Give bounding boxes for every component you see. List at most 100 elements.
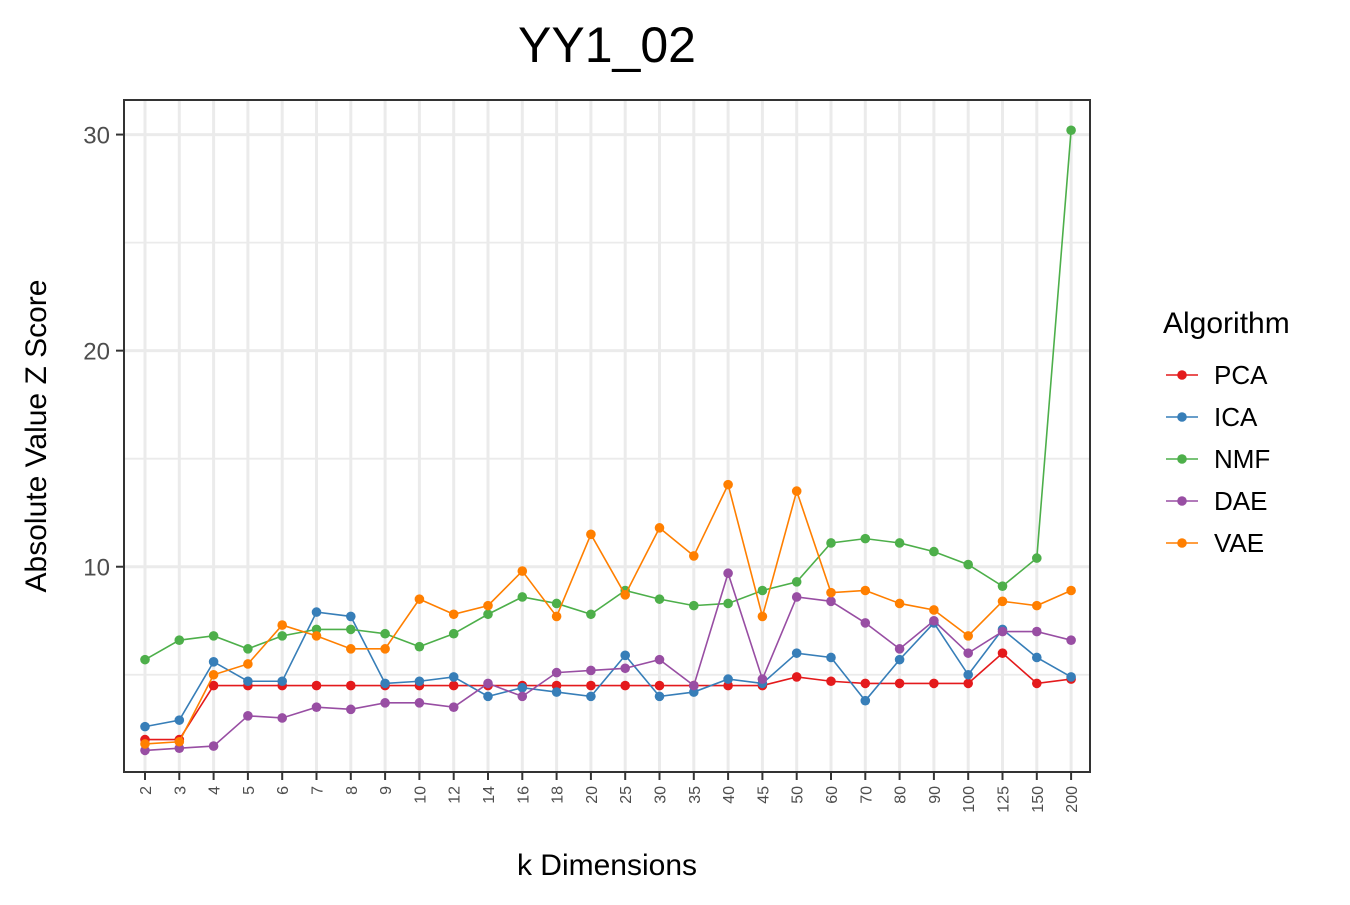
data-point-dae — [620, 663, 630, 674]
data-point-dae — [448, 702, 459, 712]
data-point-nmf — [174, 635, 185, 645]
legend-item-pca: PCA — [1166, 360, 1268, 390]
data-point-nmf — [689, 600, 699, 611]
data-point-nmf — [791, 577, 802, 587]
data-point-ica — [551, 687, 562, 697]
data-point-dae — [346, 704, 356, 715]
data-point-dae — [311, 702, 322, 712]
data-point-vae — [483, 600, 493, 611]
data-point-vae — [620, 590, 630, 600]
data-point-nmf — [243, 644, 253, 654]
x-tick-label: 18 — [550, 786, 567, 804]
data-point-vae — [1032, 600, 1042, 611]
data-point-nmf — [551, 598, 562, 609]
legend-key-point — [1177, 538, 1187, 548]
data-point-nmf — [757, 585, 768, 596]
grid-lines — [124, 100, 1090, 772]
data-point-nmf — [448, 628, 459, 639]
data-point-dae — [860, 618, 871, 628]
data-point-nmf — [140, 654, 150, 665]
data-point-dae — [208, 741, 219, 751]
data-point-pca — [963, 678, 973, 689]
legend-label: DAE — [1214, 486, 1267, 516]
data-point-nmf — [380, 628, 390, 639]
data-point-ica — [517, 682, 528, 693]
data-point-nmf — [723, 598, 733, 609]
x-tick-label: 25 — [618, 786, 635, 804]
series-line-dae — [144, 570, 1072, 752]
data-point-ica — [448, 672, 459, 682]
data-point-ica — [723, 674, 733, 684]
data-point-pca — [448, 680, 459, 691]
data-point-vae — [174, 736, 185, 747]
x-tick-label: 50 — [790, 786, 807, 804]
legend-key-point — [1177, 370, 1187, 380]
x-tick-label: 3 — [172, 786, 189, 795]
data-point-vae — [586, 529, 596, 540]
x-tick-label: 30 — [653, 786, 670, 804]
data-point-dae — [723, 568, 733, 579]
data-point-nmf — [860, 533, 871, 544]
data-point-pca — [929, 678, 939, 689]
legend-item-vae: VAE — [1166, 528, 1264, 558]
legend-item-nmf: NMF — [1166, 444, 1270, 474]
x-tick-label: 5 — [241, 786, 258, 795]
data-point-ica — [277, 676, 288, 687]
data-series — [140, 125, 1076, 756]
data-point-vae — [1066, 585, 1076, 596]
data-point-ica — [174, 715, 185, 725]
x-tick-label: 70 — [858, 786, 875, 804]
data-point-vae — [723, 479, 733, 490]
data-point-vae — [140, 739, 150, 749]
legend-title: Algorithm — [1163, 307, 1290, 340]
data-point-vae — [826, 587, 836, 598]
series-line-nmf — [144, 130, 1072, 661]
x-tick-label: 80 — [893, 786, 910, 804]
data-point-dae — [586, 665, 596, 676]
data-point-pca — [586, 680, 596, 691]
data-point-dae — [517, 691, 528, 702]
data-point-dae — [791, 592, 802, 602]
data-point-vae — [380, 644, 390, 654]
x-tick-label: 150 — [1030, 786, 1047, 813]
series-nmf — [140, 125, 1076, 665]
data-point-nmf — [346, 624, 356, 635]
x-tick-label: 16 — [515, 786, 532, 804]
data-point-nmf — [517, 592, 528, 602]
data-point-dae — [483, 678, 493, 689]
legend-key-point — [1177, 412, 1187, 422]
data-point-pca — [860, 678, 871, 689]
data-point-vae — [346, 644, 356, 654]
data-point-vae — [448, 609, 459, 620]
data-point-ica — [860, 695, 871, 706]
legend-item-dae: DAE — [1166, 486, 1267, 516]
data-point-ica — [140, 721, 150, 732]
data-point-dae — [689, 680, 699, 691]
y-tick-label: 10 — [83, 555, 110, 582]
x-tick-label: 60 — [824, 786, 841, 804]
data-point-ica — [243, 676, 253, 687]
x-tick-label: 2 — [138, 786, 155, 795]
x-tick-label: 35 — [687, 786, 704, 804]
data-point-ica — [791, 648, 802, 658]
data-point-vae — [311, 631, 322, 641]
x-tick-label: 9 — [378, 786, 395, 795]
series-line-ica — [144, 611, 1072, 728]
data-point-ica — [1032, 652, 1042, 663]
data-point-pca — [894, 678, 905, 689]
data-point-dae — [654, 654, 665, 665]
y-axis-title: Absolute Value Z Score — [20, 280, 53, 593]
x-tick-label: 14 — [481, 786, 498, 804]
series-line-pca — [145, 652, 1072, 741]
data-point-dae — [1032, 626, 1042, 637]
legend: Algorithm PCA ICA NMF DAE VAE — [1163, 307, 1290, 558]
data-point-ica — [414, 676, 425, 687]
data-point-nmf — [1066, 125, 1076, 136]
data-point-dae — [894, 644, 905, 654]
data-point-dae — [380, 698, 390, 708]
data-point-ica — [620, 650, 630, 661]
data-point-vae — [654, 523, 665, 533]
data-point-nmf — [997, 581, 1008, 591]
